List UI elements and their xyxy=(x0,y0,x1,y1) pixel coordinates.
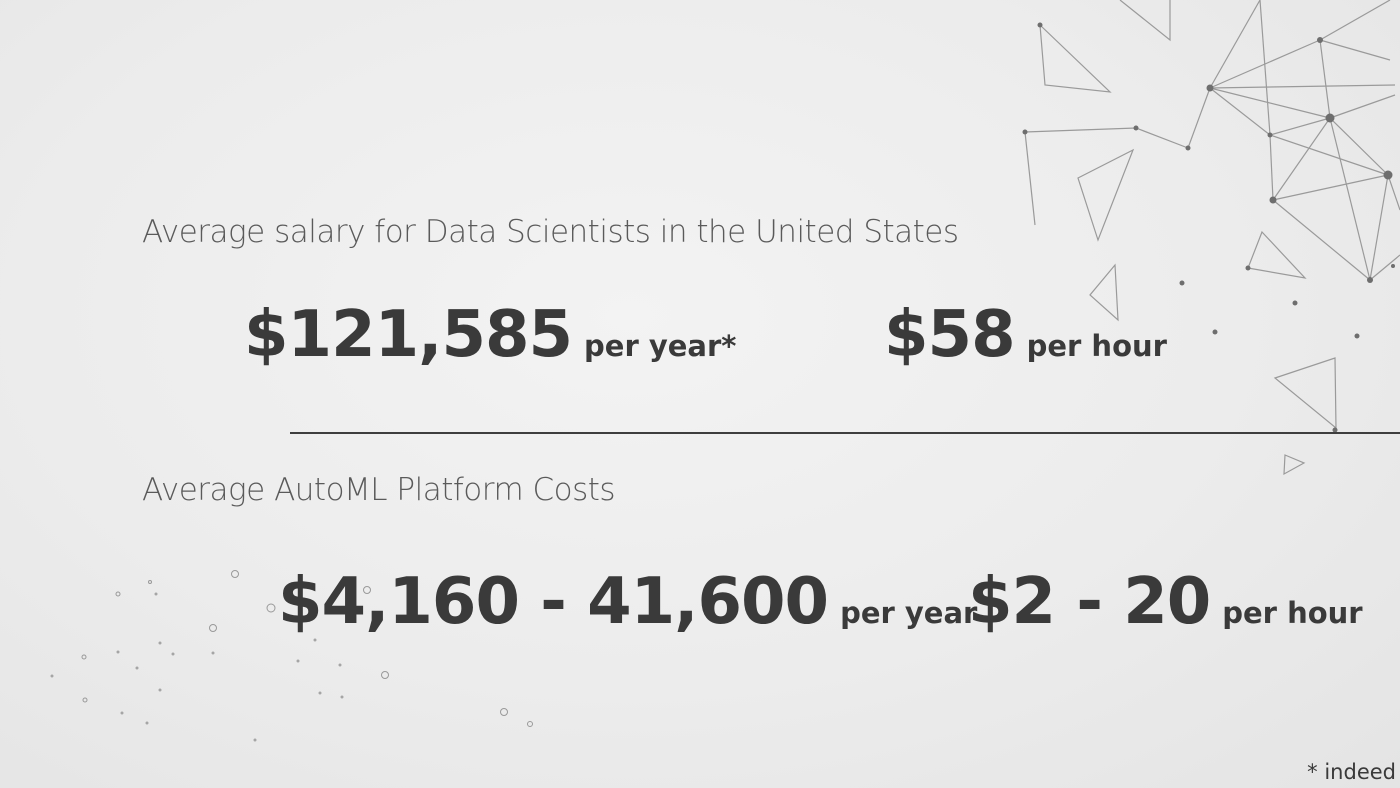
automl-per-hour-stat: $2 - 20 per hour xyxy=(968,565,1363,639)
automl-per-hour-amount: $2 - 20 xyxy=(968,565,1211,639)
source-footnote: * indeed xyxy=(1307,760,1396,784)
automl-heading: Average AutoML Platform Costs xyxy=(142,472,616,508)
salary-per-hour-stat: $58 per hour xyxy=(884,298,1167,372)
automl-per-year-unit: per year xyxy=(840,596,978,630)
automl-per-year-amount: $4,160 - 41,600 xyxy=(278,565,829,639)
salary-per-year-amount: $121,585 xyxy=(244,298,573,372)
salary-per-hour-amount: $58 xyxy=(884,298,1016,372)
salary-per-year-unit: per year* xyxy=(584,329,737,363)
salary-per-hour-unit: per hour xyxy=(1026,329,1167,363)
salary-heading: Average salary for Data Scientists in th… xyxy=(142,214,959,250)
salary-per-year-stat: $121,585 per year* xyxy=(244,298,736,372)
section-divider xyxy=(290,432,1400,434)
automl-per-hour-unit: per hour xyxy=(1222,596,1363,630)
automl-per-year-stat: $4,160 - 41,600 per year xyxy=(278,565,977,639)
